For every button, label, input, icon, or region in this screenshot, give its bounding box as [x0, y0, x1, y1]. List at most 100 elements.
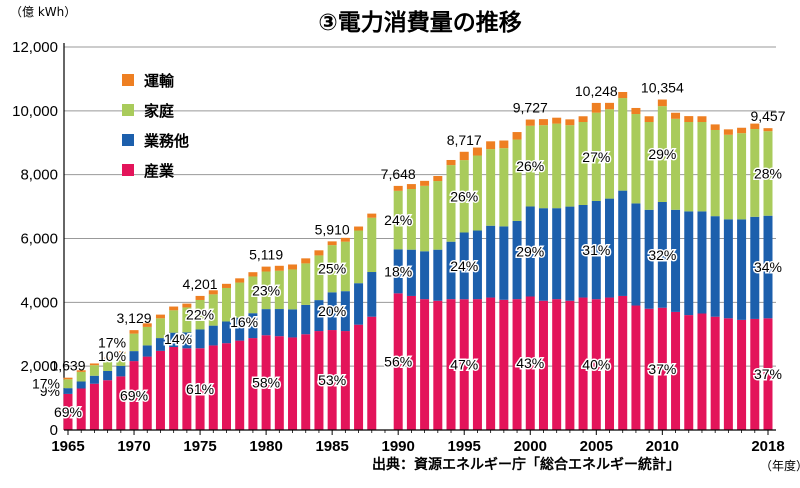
bar-segment [552, 117, 562, 124]
bar-segment [274, 265, 284, 271]
share-labels: 69%9%17%69%10%17%61%14%22%58%16%23%53%20… [30, 145, 783, 422]
bar-segment [89, 363, 99, 366]
bar-segment [499, 140, 509, 149]
x-tick-label: 1995 [448, 438, 481, 455]
legend-label: 家庭 [144, 102, 175, 120]
bar-segment [525, 296, 535, 430]
bar-segment [406, 189, 416, 250]
bar-segment [525, 206, 535, 297]
bar-segment [618, 98, 628, 191]
share-label: 10% [98, 348, 126, 364]
share-label: 43% [516, 355, 544, 371]
bar-segment [723, 129, 733, 135]
bar-segment [129, 351, 139, 362]
bar-segment [499, 299, 509, 430]
bar-segment [538, 119, 548, 126]
bar-segment [420, 180, 430, 186]
bar-segment [710, 129, 720, 217]
bar-segment [578, 297, 588, 430]
bar-segment [288, 269, 298, 310]
bar-segment [737, 127, 747, 134]
bar-segment [433, 181, 443, 250]
bar-segment [750, 216, 760, 319]
bar-segment [591, 200, 601, 300]
y-tick-label: 8,000 [20, 167, 58, 184]
share-label: 22% [186, 307, 214, 323]
bar-segment [433, 176, 443, 182]
bar-segment [433, 300, 443, 430]
bar-segment [76, 388, 86, 430]
bar-segment [472, 155, 482, 231]
bar-segment [340, 241, 350, 292]
bar-segment [671, 118, 681, 210]
share-label: 31% [582, 242, 610, 258]
bar-segment [472, 299, 482, 430]
bar-segment [591, 102, 601, 113]
share-label: 69% [120, 388, 148, 404]
bar-segment [288, 337, 298, 430]
share-label: 61% [186, 381, 214, 397]
bar-segment [565, 206, 575, 301]
bar-segment [393, 249, 403, 294]
bar-segment [274, 309, 284, 337]
bar-segment [367, 316, 377, 430]
bar-segment [155, 314, 165, 319]
bar-segment [327, 241, 337, 246]
bar-segment [301, 258, 311, 264]
share-label: 34% [754, 259, 782, 275]
bar-segment [684, 122, 694, 212]
bar-segment [63, 377, 73, 380]
bar-segment [340, 331, 350, 430]
total-label: 3,129 [117, 310, 152, 326]
bar-segment [103, 380, 113, 430]
bar-segment [340, 291, 350, 332]
total-label: 1,639 [50, 358, 85, 374]
bar-segment [512, 220, 522, 300]
bar-segment [116, 365, 126, 377]
total-label: 5,910 [315, 221, 350, 237]
bar-segment [367, 213, 377, 218]
share-label: 47% [450, 357, 478, 373]
bar-segment [393, 185, 403, 191]
y-tick-label: 0 [50, 422, 58, 439]
bar-segment [644, 209, 654, 309]
bar-segment [208, 345, 218, 430]
bar-segment [235, 317, 245, 341]
chart-title: ③電力消費量の推移 [318, 10, 521, 36]
bar-segment [89, 375, 99, 384]
bar-segment [697, 211, 707, 314]
bar-segment [486, 149, 496, 226]
bar-segment [393, 293, 403, 430]
bar-segment [697, 116, 707, 123]
bar-segment [631, 114, 641, 204]
x-tick-label: 2000 [514, 438, 547, 455]
bar-segment [525, 119, 535, 126]
bar-segment [221, 343, 231, 430]
share-label: 16% [230, 314, 258, 330]
bar-segment [155, 350, 165, 430]
bar-segment [446, 165, 456, 242]
share-label: 28% [754, 165, 782, 181]
bar-segment [486, 297, 496, 430]
share-label: 24% [384, 212, 412, 228]
bar-segment [221, 287, 231, 322]
share-label: 56% [384, 354, 412, 370]
bar-segment [723, 318, 733, 430]
bar-segment [710, 316, 720, 430]
bar-segment [354, 283, 364, 325]
bar-segment [631, 305, 641, 430]
bar-segment [631, 107, 641, 115]
bar-segment [76, 370, 86, 372]
bar-segment [301, 263, 311, 305]
total-label: 10,248 [575, 83, 618, 99]
total-label: 5,119 [249, 247, 283, 263]
bar-segment [737, 319, 747, 430]
bar-segment [63, 388, 73, 394]
bar-segment [671, 311, 681, 430]
bar-segment [261, 266, 271, 272]
bar-segment [420, 251, 430, 300]
bar-segment [538, 208, 548, 301]
bar-segment [684, 211, 694, 316]
bar-segment [221, 321, 231, 344]
